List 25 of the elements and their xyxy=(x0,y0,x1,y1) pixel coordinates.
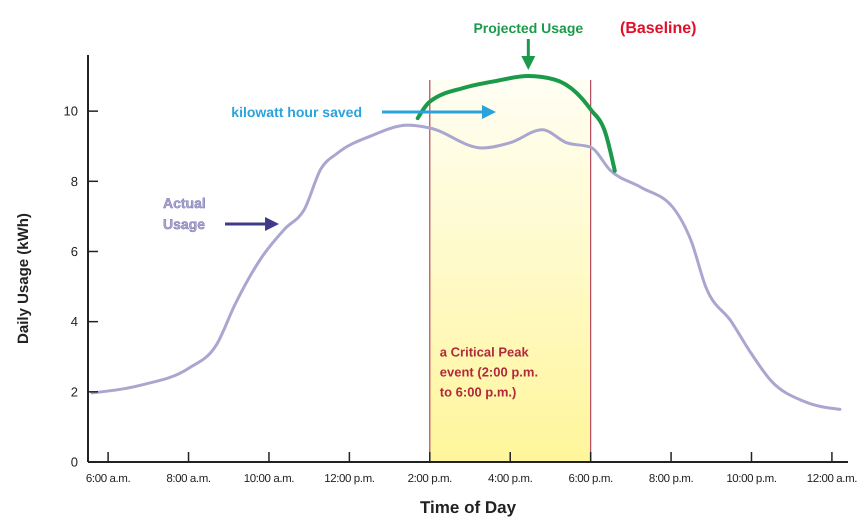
x-tick-label: 12:00 a.m. xyxy=(806,473,858,485)
x-tick-label: 2:00 p.m. xyxy=(408,473,452,485)
y-tick-label: 2 xyxy=(70,384,78,400)
band-label: a Critical Peak event (2:00 p.m. to 6:00 p.m.) xyxy=(440,344,538,400)
text: Projected Usage xyxy=(473,20,584,36)
text: Actual Usage xyxy=(163,195,206,232)
x-tick-label: 10:00 p.m. xyxy=(726,473,777,485)
x-tick-label: 4:00 p.m. xyxy=(488,473,533,485)
x-tick-label: 8:00 a.m. xyxy=(166,473,211,485)
y-axis-title: Daily Usage (kWh) xyxy=(15,213,32,344)
y-tick-label: 0 xyxy=(70,454,78,470)
x-tick-label: 12:00 p.m. xyxy=(324,473,375,485)
x-axis-title: Time of Day xyxy=(420,498,517,517)
y-tick-label: 10 xyxy=(64,104,78,119)
y-tick-label: 8 xyxy=(70,174,78,189)
y-tick-label: 6 xyxy=(70,244,78,260)
annotation: kilowatt hour saved xyxy=(231,104,362,120)
line-series xyxy=(90,124,842,411)
line-series xyxy=(416,74,617,173)
x-tick-label: 6:00 p.m. xyxy=(568,473,614,485)
y-tick-label: 4 xyxy=(70,314,78,330)
text: (Baseline) xyxy=(620,20,696,37)
x-tick-label: 8:00 p.m. xyxy=(648,473,694,485)
x-tick-label: 6:00 a.m. xyxy=(86,473,130,485)
x-tick-label: 10:00 a.m. xyxy=(244,473,294,485)
